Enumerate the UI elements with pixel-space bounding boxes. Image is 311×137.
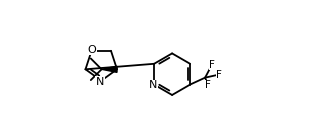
- Text: F: F: [216, 70, 222, 80]
- Text: F: F: [209, 60, 215, 70]
- Polygon shape: [102, 66, 117, 72]
- Text: N: N: [149, 80, 157, 90]
- Text: N: N: [96, 76, 104, 86]
- Text: O: O: [87, 45, 96, 55]
- Text: F: F: [205, 80, 211, 90]
